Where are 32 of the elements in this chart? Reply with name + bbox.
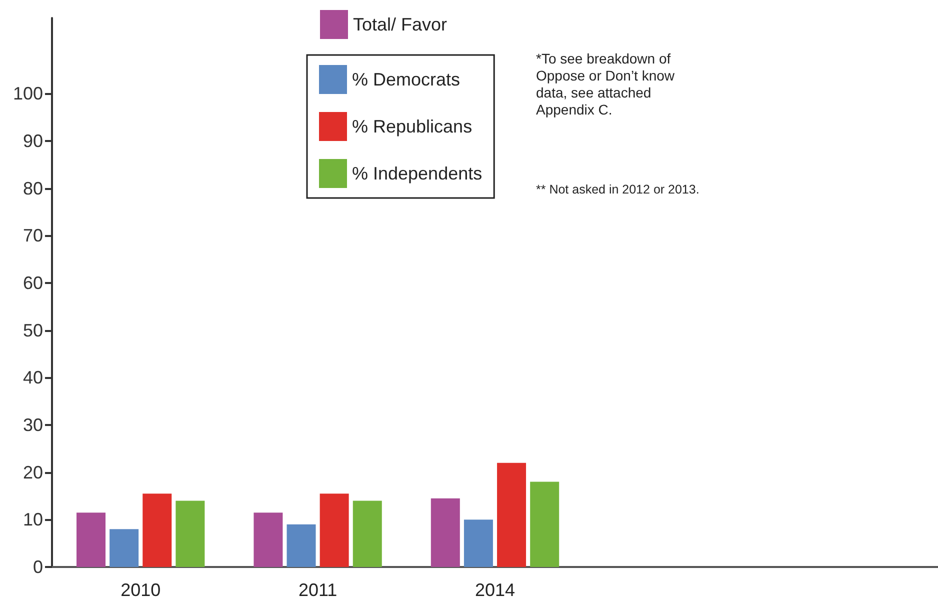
bar (176, 500, 205, 567)
y-tick-label: 60 (22, 273, 43, 294)
bar (530, 482, 560, 567)
x-tick-label: 2010 (120, 580, 161, 600)
y-tick-label: 40 (22, 368, 43, 388)
bar (464, 520, 493, 567)
y-tick-label: 90 (22, 131, 43, 152)
bar (142, 494, 172, 567)
bar (76, 512, 106, 567)
legend-label: % Democrats (352, 70, 460, 90)
y-tick-label: 80 (22, 178, 43, 198)
bar (110, 529, 139, 567)
bar (497, 462, 526, 567)
bar (320, 494, 349, 567)
x-tick-label: 2014 (474, 580, 516, 600)
y-tick-label: 100 (12, 84, 43, 104)
annotation: *To see breakdown of Oppose or Don’t know data, see attached Appendix C. (536, 50, 678, 118)
bar (254, 512, 283, 567)
legend-label: % Independents (352, 164, 482, 184)
annotation: ** Not asked in 2012 or 2013. (536, 182, 700, 196)
bar (430, 498, 460, 567)
y-tick-label: 20 (22, 462, 43, 482)
y-tick-label: 0 (32, 557, 43, 577)
x-tick-label: 2011 (298, 580, 338, 600)
bar (352, 500, 382, 567)
legend-label: % Republicans (352, 116, 472, 136)
y-tick-label: 30 (22, 415, 43, 436)
bar (286, 524, 316, 567)
y-tick-label: 50 (22, 320, 43, 340)
legend-label: Total/ Favor (353, 14, 448, 34)
y-tick-label: 70 (22, 226, 43, 246)
y-tick-label: 10 (22, 510, 43, 530)
